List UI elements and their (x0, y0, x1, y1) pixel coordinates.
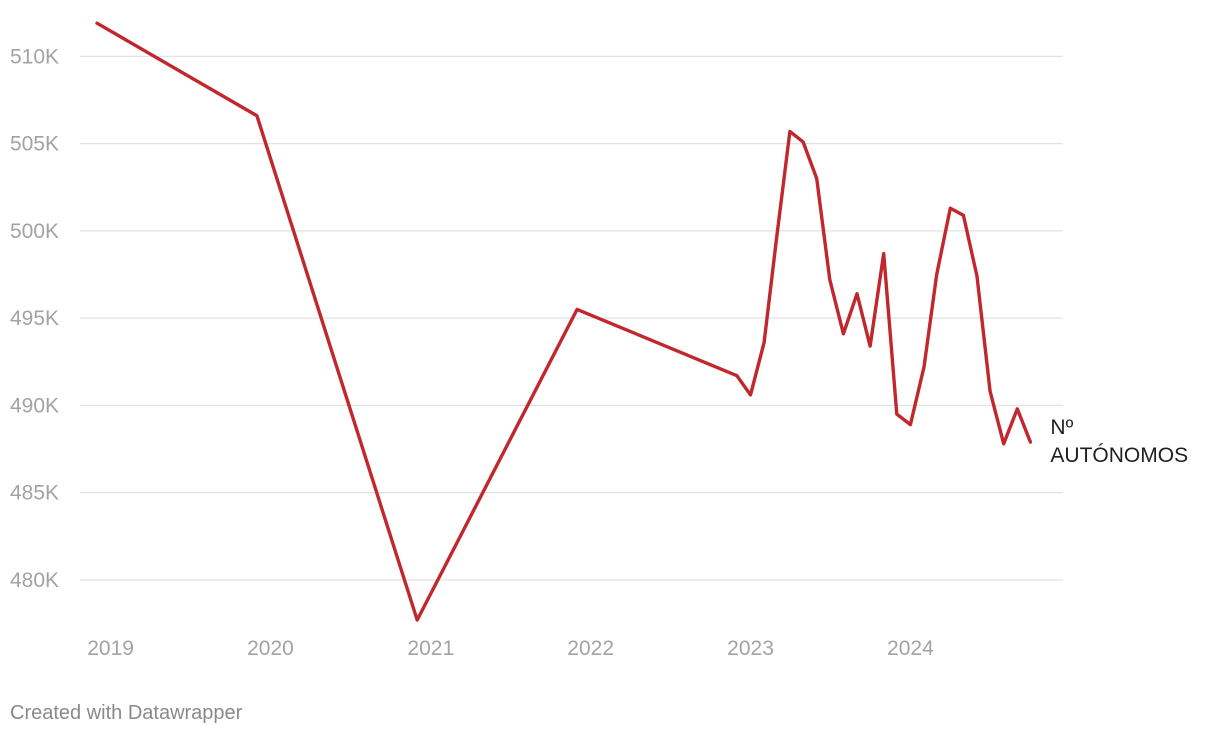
x-tick-label: 2021 (407, 637, 454, 660)
x-tick-label: 2019 (87, 637, 134, 660)
series-line (95, 21, 1033, 622)
x-axis-tick-labels: 2019 2020 2021 2022 2023 2024 (87, 637, 934, 660)
y-tick-label: 495K (10, 307, 59, 330)
y-tick-label: 500K (10, 220, 59, 243)
y-tick-label: 510K (10, 45, 59, 68)
y-tick-label: 490K (10, 394, 59, 417)
y-axis-tick-labels: 480K 485K 490K 495K 500K 505K 510K (10, 45, 59, 591)
gridlines (80, 55, 1063, 581)
footer-credit: Created with Datawrapper (10, 702, 243, 724)
x-tick-label: 2024 (887, 637, 934, 660)
series-labels: Nº AUTÓNOMOS (1050, 416, 1188, 467)
y-tick-label: 485K (10, 482, 59, 505)
series-lines (95, 21, 1033, 622)
y-tick-label: 480K (10, 569, 59, 592)
series-label-line: AUTÓNOMOS (1050, 444, 1188, 467)
x-tick-label: 2023 (727, 637, 774, 660)
x-tick-label: 2022 (567, 637, 614, 660)
x-tick-label: 2020 (247, 637, 294, 660)
series-label-line: Nº (1050, 416, 1073, 439)
y-tick-label: 505K (10, 133, 59, 156)
